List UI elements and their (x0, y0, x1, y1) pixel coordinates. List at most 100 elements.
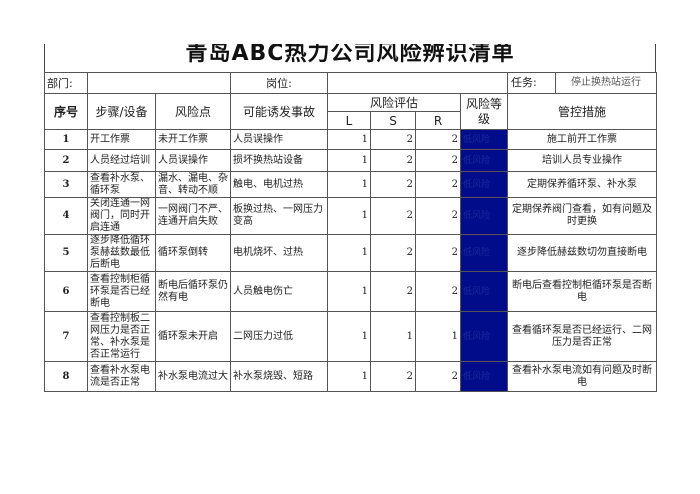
post-value[interactable] (327, 72, 508, 94)
table-row: 4 关闭连通一网阀门，同时开启连通 一网阀门不严、连通开启失败 板换过热、一网压力变高… (44, 197, 657, 235)
row-step: 人员经过培训 (87, 149, 156, 172)
row-level: 低风险 (460, 361, 508, 392)
row-L: 1 (327, 149, 371, 172)
row-control: 定期保养循环泵、补水泵 (507, 171, 657, 198)
row-seq: 7 (44, 311, 88, 362)
table-row: 6 查看控制柜循环泵是否已经断电 断电后循环泵仍然有电 人员触电伤亡 1 2 2 低风险 断电后… (44, 271, 657, 312)
row-step: 关闭连通一网阀门，同时开启连通 (87, 197, 156, 235)
row-risk-point: 循环泵未开启 (155, 311, 231, 362)
dept-label: 部门: (44, 72, 88, 94)
row-S: 2 (370, 149, 416, 172)
row-control: 查看循环泵是否已经运行、二网压力是否正常 (507, 311, 657, 362)
row-R: 2 (415, 149, 461, 172)
row-control: 断电后查看控制柜循环泵是否断电 (507, 271, 657, 312)
row-level: 低风险 (460, 271, 508, 312)
row-seq: 8 (44, 361, 88, 392)
row-step: 逐步降低循环泵赫兹数最低后断电 (87, 234, 156, 272)
header-row: 序号 步骤/设备 风险点 可能诱发事故 风险评估 风险等级 管控措施 (44, 93, 657, 130)
row-seq: 3 (44, 171, 88, 198)
row-risk-point: 漏水、漏电、杂音、转动不顺 (155, 171, 231, 198)
row-control: 查看补水泵电流如有问题及时断电 (507, 361, 657, 392)
row-accident: 电机烧坏、过热 (230, 234, 328, 272)
sheet-title: 青岛ABC热力公司风险辨识清单 (185, 44, 515, 66)
header-accident: 可能诱发事故 (230, 93, 328, 130)
post-label: 岗位: (230, 72, 328, 94)
row-R: 2 (415, 234, 461, 272)
row-R: 1 (415, 311, 461, 362)
header-step: 步骤/设备 (87, 93, 156, 130)
row-step: 查看补水泵、循环泵 (87, 171, 156, 198)
task-label: 任务: (509, 73, 556, 93)
table-row: 8 查看补水泵电流是否正常 补水泵电流过大 补水泵烧毁、短路 1 2 2 低风险 查看补水泵电流… (44, 361, 657, 392)
row-R: 2 (415, 271, 461, 312)
dept-value[interactable] (87, 72, 231, 94)
header-risk-point: 风险点 (155, 93, 231, 130)
row-control: 逐步降低赫兹数切勿直接断电 (507, 234, 657, 272)
row-seq: 5 (44, 234, 88, 272)
row-step: 开工作票 (87, 129, 156, 150)
row-step: 查看控制柜循环泵是否已经断电 (87, 271, 156, 312)
row-risk-point: 循环泵倒转 (155, 234, 231, 272)
row-S: 2 (370, 234, 416, 272)
row-seq: 6 (44, 271, 88, 312)
row-L: 1 (327, 197, 371, 235)
header-S: S (370, 111, 416, 130)
row-S: 2 (370, 271, 416, 312)
row-R: 2 (415, 171, 461, 198)
row-seq: 4 (44, 197, 88, 235)
header-assessment: 风险评估 (327, 93, 461, 112)
row-risk-point: 断电后循环泵仍然有电 (155, 271, 231, 312)
table-row: 1 开工作票 未开工作票 人员误操作 1 2 2 低风险 施工前开工作票 (44, 129, 657, 150)
header-level: 风险等级 (460, 93, 508, 130)
row-S: 2 (370, 361, 416, 392)
row-step: 查看控制板二网压力是否正常、补水泵是否正常运行 (87, 311, 156, 362)
table-row: 7 查看控制板二网压力是否正常、补水泵是否正常运行 循环泵未开启 二网压力过低 1 1 1 低… (44, 311, 657, 362)
task-value[interactable]: 停止换热站运行 (571, 77, 641, 88)
header-R: R (415, 111, 461, 130)
row-level: 低风险 (460, 197, 508, 235)
row-level: 低风险 (460, 234, 508, 272)
row-level: 低风险 (460, 129, 508, 150)
row-risk-point: 未开工作票 (155, 129, 231, 150)
row-L: 1 (327, 234, 371, 272)
row-L: 1 (327, 361, 371, 392)
row-S: 2 (370, 171, 416, 198)
row-control: 施工前开工作票 (507, 129, 657, 150)
row-risk-point: 人员误操作 (155, 149, 231, 172)
row-seq: 2 (44, 149, 88, 172)
header-subrow: L S R (45, 111, 657, 130)
risk-table: 部门: 岗位: 任务: 停止换热站运行 序号 步骤/设备 风险点 可能诱发事故 … (44, 72, 657, 392)
row-level: 低风险 (460, 149, 508, 172)
row-L: 1 (327, 311, 371, 362)
info-row: 部门: 岗位: 任务: 停止换热站运行 (44, 72, 657, 94)
row-level: 低风险 (460, 171, 508, 198)
risk-sheet: 青岛ABC热力公司风险辨识清单 部门: 岗位: 任务: 停止换热站运行 序号 步… (44, 44, 657, 392)
row-R: 2 (415, 197, 461, 235)
row-L: 1 (327, 271, 371, 312)
task-cell: 任务: 停止换热站运行 (507, 72, 657, 94)
header-L: L (327, 111, 371, 130)
table-row: 2 人员经过培训 人员误操作 损坏换热站设备 1 2 2 低风险 培训人员专业操作 (44, 149, 657, 172)
row-level: 低风险 (460, 311, 508, 362)
row-risk-point: 补水泵电流过大 (155, 361, 231, 392)
row-S: 2 (370, 197, 416, 235)
row-risk-point: 一网阀门不严、连通开启失败 (155, 197, 231, 235)
row-accident: 人员触电伤亡 (230, 271, 328, 312)
header-seq: 序号 (44, 93, 88, 130)
row-S: 2 (370, 129, 416, 150)
table-row: 3 查看补水泵、循环泵 漏水、漏电、杂音、转动不顺 触电、电机过热 1 2 2 低风险 定期保养… (44, 171, 657, 198)
row-accident: 人员误操作 (230, 129, 328, 150)
row-accident: 损坏换热站设备 (230, 149, 328, 172)
row-seq: 1 (44, 129, 88, 150)
row-L: 1 (327, 171, 371, 198)
row-step: 查看补水泵电流是否正常 (87, 361, 156, 392)
row-accident: 二网压力过低 (230, 311, 328, 362)
row-S: 1 (370, 311, 416, 362)
header-control: 管控措施 (507, 93, 657, 130)
row-accident: 补水泵烧毁、短路 (230, 361, 328, 392)
row-R: 2 (415, 361, 461, 392)
row-L: 1 (327, 129, 371, 150)
row-control: 培训人员专业操作 (507, 149, 657, 172)
row-accident: 触电、电机过热 (230, 171, 328, 198)
title-row: 青岛ABC热力公司风险辨识清单 (44, 44, 656, 72)
